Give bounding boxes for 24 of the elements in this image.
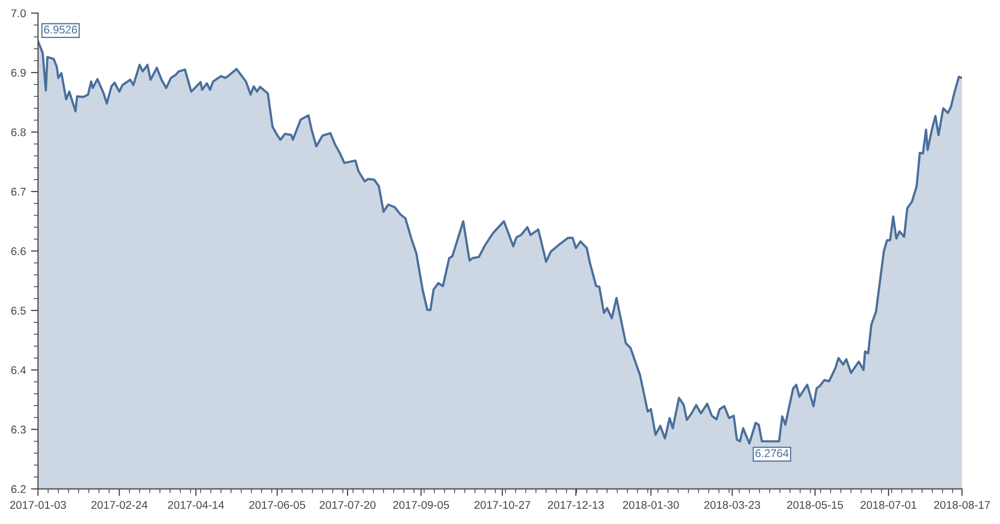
- x-tick-label: 2017-12-13: [548, 500, 604, 509]
- y-tick-label: 6.9: [11, 68, 26, 77]
- x-tick-label: 2017-09-05: [393, 500, 449, 509]
- annotation: 6.9526: [44, 26, 78, 34]
- x-tick-label: 2017-10-27: [474, 500, 530, 509]
- x-tick-label: 2017-02-24: [91, 500, 148, 509]
- x-tick-label: 2017-07-20: [320, 500, 376, 509]
- y-tick-label: 6.2: [11, 485, 26, 494]
- y-tick-label: 6.7: [11, 188, 26, 196]
- y-tick-label: 6.4: [11, 366, 26, 374]
- x-tick-label: 2017-06-05: [249, 500, 306, 509]
- y-tick-label: 7.0: [11, 9, 26, 18]
- y-tick-label: 6.5: [11, 306, 26, 315]
- x-tick-label: 2018-08-17: [934, 500, 990, 509]
- annotation: 6.2764: [755, 449, 789, 458]
- x-tick-label: 2017-04-14: [168, 500, 224, 509]
- x-tick-label: 2018-05-15: [787, 500, 843, 509]
- x-tick-label: 2018-01-30: [623, 500, 679, 509]
- x-tick-label: 2018-07-01: [860, 500, 916, 509]
- y-tick-label: 6.8: [11, 128, 26, 136]
- y-tick-label: 6.6: [11, 247, 26, 256]
- x-tick-label: 2018-03-23: [704, 500, 760, 509]
- x-tick-label: 2017-01-03: [10, 500, 66, 509]
- y-tick-label: 6.3: [11, 426, 26, 434]
